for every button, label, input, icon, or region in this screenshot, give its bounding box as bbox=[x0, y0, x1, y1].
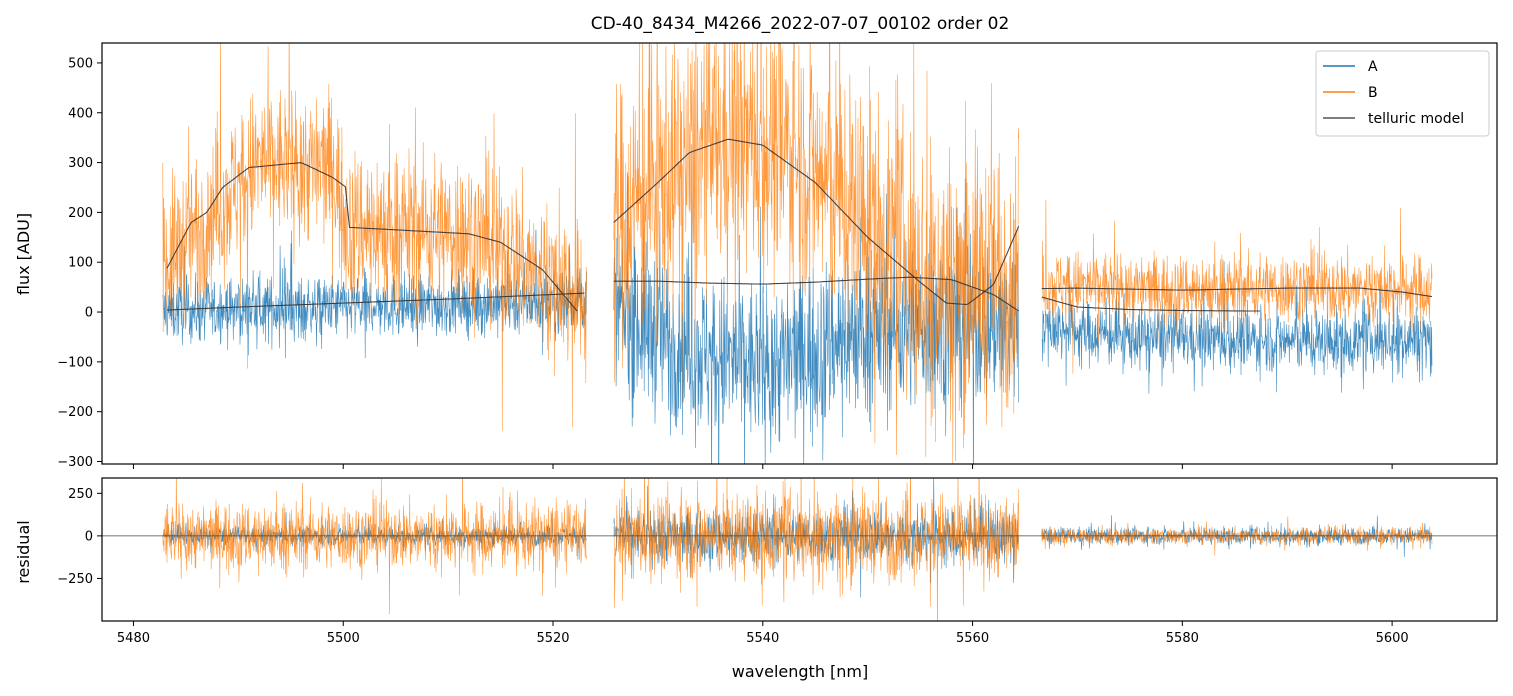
telluric-model-b-seg1 bbox=[166, 162, 578, 312]
flux-y-tick-label: 400 bbox=[68, 106, 93, 121]
telluric-model-a-seg2 bbox=[613, 276, 1019, 312]
legend-label-model: telluric model bbox=[1368, 111, 1464, 127]
telluric-model-a-seg1 bbox=[167, 292, 585, 311]
residual-plot-area bbox=[102, 478, 1497, 621]
legend-box bbox=[1315, 50, 1490, 137]
flux-y-axis-label: flux [ADU] bbox=[14, 213, 33, 295]
flux-plot-area bbox=[162, 43, 1433, 464]
residual-b-line-seg2 bbox=[613, 478, 1019, 621]
telluric-model-b-seg2 bbox=[613, 138, 1020, 306]
flux-y-tick-label: −300 bbox=[57, 455, 93, 470]
flux-y-tick-label: −100 bbox=[57, 355, 93, 370]
flux-y-tick-label: 500 bbox=[68, 56, 93, 71]
x-tick-label: 5600 bbox=[1376, 631, 1409, 646]
series-b-line-seg3 bbox=[1041, 199, 1433, 374]
x-tick-label: 5520 bbox=[536, 631, 569, 646]
series-b-line-seg2 bbox=[613, 43, 1019, 464]
residual-b-line-seg1 bbox=[162, 478, 587, 615]
legend-label-b: B bbox=[1368, 85, 1378, 101]
series-a-line-seg3 bbox=[1041, 256, 1433, 394]
residual-panel-frame bbox=[101, 477, 1498, 622]
legend: A B telluric model bbox=[1315, 50, 1490, 137]
residual-y-tick-label: 250 bbox=[68, 487, 93, 502]
flux-y-tick-label: 0 bbox=[85, 306, 93, 321]
residual-panel: −250 0 250 5480 5500 5520 5540 5560 5580 5600 re… bbox=[14, 477, 1498, 646]
flux-y-tick-label: 300 bbox=[68, 156, 93, 171]
residual-x-axis: 5480 5500 5520 5540 5560 5580 5600 bbox=[117, 621, 1409, 646]
residual-y-axis-label: residual bbox=[14, 520, 33, 583]
residual-b-line-seg3 bbox=[1041, 516, 1433, 556]
flux-y-tick-label: −200 bbox=[57, 405, 93, 420]
legend-label-a: A bbox=[1368, 59, 1378, 75]
telluric-model-a-seg3 bbox=[1041, 296, 1260, 312]
residual-y-tick-label: 0 bbox=[85, 529, 93, 544]
flux-y-tick-label: 200 bbox=[68, 206, 93, 221]
residual-y-tick-label: −250 bbox=[57, 572, 93, 587]
x-tick-label: 5560 bbox=[956, 631, 989, 646]
flux-panel-frame bbox=[101, 42, 1498, 465]
series-b-line-seg1 bbox=[162, 43, 587, 431]
x-tick-label: 5480 bbox=[117, 631, 150, 646]
x-tick-label: 5540 bbox=[746, 631, 779, 646]
flux-y-tick-label: 100 bbox=[68, 256, 93, 271]
flux-y-axis: −300 −200 −100 0 100 200 300 400 500 bbox=[57, 56, 102, 470]
chart-title: CD-40_8434_M4266_2022-07-07_00102 order … bbox=[591, 14, 1010, 34]
residual-y-axis: −250 0 250 bbox=[57, 487, 102, 587]
x-tick-label: 5500 bbox=[327, 631, 360, 646]
telluric-model-b-seg3 bbox=[1041, 287, 1433, 298]
residual-a-line-seg3 bbox=[1041, 515, 1433, 557]
x-tick-label: 5580 bbox=[1166, 631, 1199, 646]
x-axis-label: wavelength [nm] bbox=[732, 662, 869, 681]
flux-x-axis-ticks bbox=[132, 464, 1393, 469]
